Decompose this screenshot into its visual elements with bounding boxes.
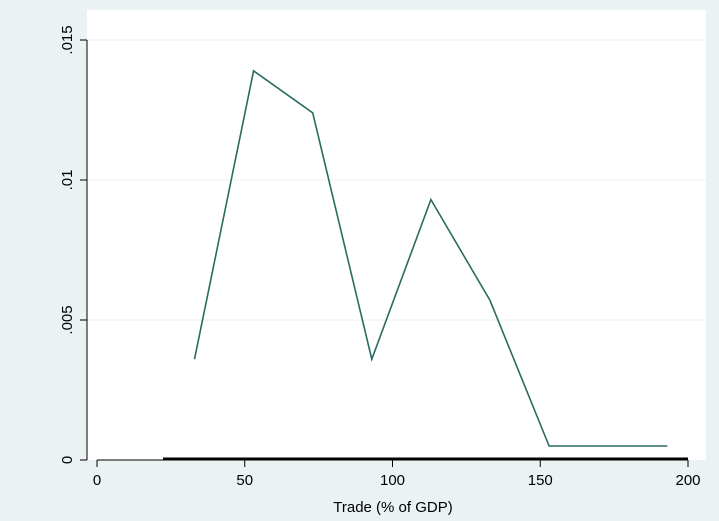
y-tick-label: .01 <box>59 170 76 191</box>
y-tick-label: 0 <box>59 456 76 464</box>
x-tick-label: 100 <box>380 472 405 489</box>
x-tick-label: 0 <box>93 472 101 489</box>
y-tick-label: .015 <box>59 25 76 54</box>
x-tick-label: 200 <box>675 472 700 489</box>
y-tick-label: .005 <box>59 305 76 334</box>
series-line <box>193 69 668 447</box>
series <box>193 69 668 447</box>
ticks: 0 .005 .01 .015 0 50 100 150 200 <box>59 25 701 489</box>
x-axis-title: Trade (% of GDP) <box>333 499 452 516</box>
x-tick-label: 150 <box>528 472 553 489</box>
x-tick-label: 50 <box>236 472 253 489</box>
grid-lines <box>88 39 706 321</box>
plot-area <box>87 10 706 460</box>
